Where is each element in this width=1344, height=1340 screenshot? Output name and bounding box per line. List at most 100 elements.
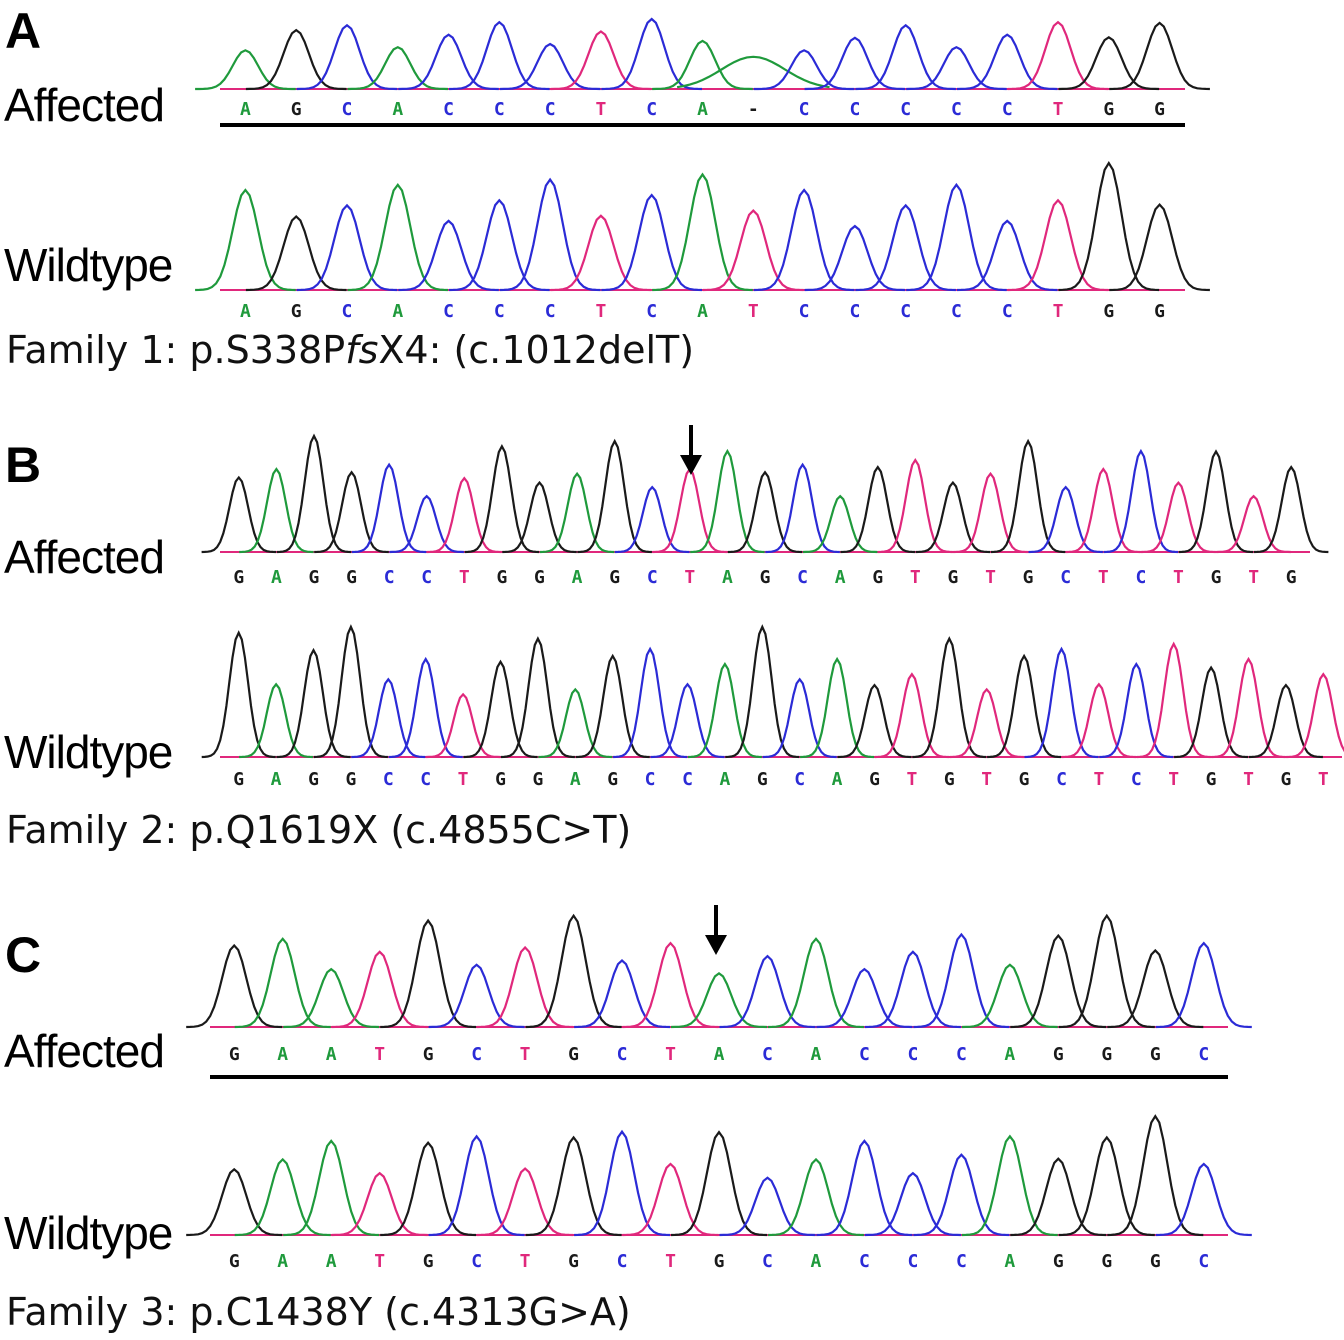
trace-peak-T — [1136, 641, 1211, 759]
base-call: T — [1093, 769, 1105, 790]
base-call: C — [682, 769, 693, 790]
base-call: T — [1052, 99, 1064, 120]
trace-peak-C — [804, 36, 906, 91]
caption-italic: fs — [345, 328, 379, 372]
base-call: A — [325, 1044, 337, 1065]
base-call: G — [1022, 567, 1034, 588]
base-call: A — [1004, 1044, 1016, 1065]
base-call: G — [290, 99, 302, 120]
trace-peak-C — [864, 950, 961, 1029]
base-call: G — [568, 1044, 579, 1065]
base-call: A — [270, 769, 282, 790]
base-call: G — [1103, 301, 1115, 322]
trace-peak-G — [1058, 1135, 1155, 1237]
caption-family-1: Family 1: p.S338PfsX4: (c.1012delT) — [6, 328, 694, 372]
base-call: C — [798, 99, 810, 120]
trace-peak-T — [1066, 467, 1141, 554]
trace-peak-A — [539, 471, 615, 554]
divider-a — [220, 123, 1185, 127]
base-call: C — [1198, 1044, 1210, 1065]
trace-peak-G — [201, 475, 277, 554]
base-call: C — [443, 301, 454, 322]
base-call: G — [308, 769, 319, 790]
base-call: C — [443, 99, 454, 120]
base-call: T — [665, 1044, 676, 1065]
base-call: C — [859, 1044, 870, 1065]
trace-peak-C — [1103, 448, 1179, 554]
trace-peak-C — [956, 219, 1058, 292]
base-call: A — [239, 99, 251, 120]
trace-peak-T — [1061, 682, 1136, 759]
trace-peak-C — [864, 1171, 961, 1237]
trace-peak-G — [840, 465, 916, 554]
base-call: G — [422, 1044, 434, 1065]
trace-peak-A — [670, 972, 768, 1029]
trace-peak-G — [1178, 449, 1254, 554]
trace-peak-C — [1024, 646, 1099, 759]
base-call: C — [798, 301, 810, 322]
trace-peak-T — [622, 1162, 719, 1237]
base-call: G — [713, 1251, 725, 1272]
base-call: C — [544, 301, 556, 322]
trace-peak-G — [915, 480, 991, 554]
trace-peak-C — [719, 954, 816, 1029]
base-call: C — [341, 99, 353, 120]
trace-peak-A — [195, 188, 296, 292]
base-call: A — [277, 1251, 289, 1272]
trace-peak-A — [234, 1157, 331, 1237]
trace-peak-T — [550, 214, 652, 292]
trace-peak-G — [990, 438, 1066, 554]
affected-label-b: Affected — [4, 531, 165, 583]
trace-peak-G — [525, 913, 622, 1029]
trace-peak-C — [719, 1176, 816, 1237]
trace-peak-G — [245, 214, 347, 292]
trace-peak-G — [727, 470, 803, 554]
base-call: G — [290, 301, 302, 322]
base-call: G — [1101, 1044, 1113, 1065]
trace-peak-G — [1248, 683, 1323, 759]
trace-peak-A — [347, 182, 449, 292]
trace-peak-A — [800, 656, 875, 759]
base-call: T — [909, 567, 921, 588]
base-call: G — [534, 567, 545, 588]
trace-peak-C — [296, 203, 398, 292]
base-call: G — [345, 769, 357, 790]
trace-peak-G — [380, 918, 477, 1029]
trace-peak-C — [1099, 662, 1174, 759]
base-call: T — [747, 301, 759, 322]
base-call: G — [346, 567, 357, 588]
trace-peak-T — [702, 209, 804, 292]
trace-peak-G — [575, 653, 650, 759]
trace-peak-T — [953, 471, 1028, 554]
trace-peak-C — [499, 42, 601, 91]
base-call: C — [1130, 769, 1142, 790]
trace-peak-G — [1107, 1114, 1204, 1237]
base-call: C — [646, 301, 658, 322]
caption-text: Family 1: p.S338P — [6, 328, 346, 372]
base-call: T — [1097, 567, 1109, 588]
base-call: G — [228, 1044, 240, 1065]
base-call: A — [719, 769, 731, 790]
base-call: C — [646, 567, 658, 588]
base-call: C — [797, 567, 808, 588]
trace-peak-T — [426, 692, 501, 759]
base-call: C — [1056, 769, 1067, 790]
base-call: C — [616, 1251, 628, 1272]
trace-peak-G — [502, 480, 577, 554]
trace-peak-A — [283, 967, 380, 1029]
base-call: T — [1173, 567, 1184, 588]
trace-peak-T — [427, 476, 502, 554]
base-call: A — [810, 1044, 822, 1065]
trace-peak-T — [477, 1167, 574, 1237]
trace-peak-G — [1253, 465, 1329, 554]
trace-peak-G — [380, 1140, 477, 1237]
base-call: C — [341, 301, 353, 322]
trace-peak-A — [652, 172, 753, 292]
trace-peak-G — [912, 636, 987, 759]
trace-peak-G — [201, 630, 276, 759]
trace-peak-G — [1058, 913, 1155, 1029]
trace-peak-G — [725, 624, 800, 759]
trace-peak-C — [398, 33, 499, 91]
